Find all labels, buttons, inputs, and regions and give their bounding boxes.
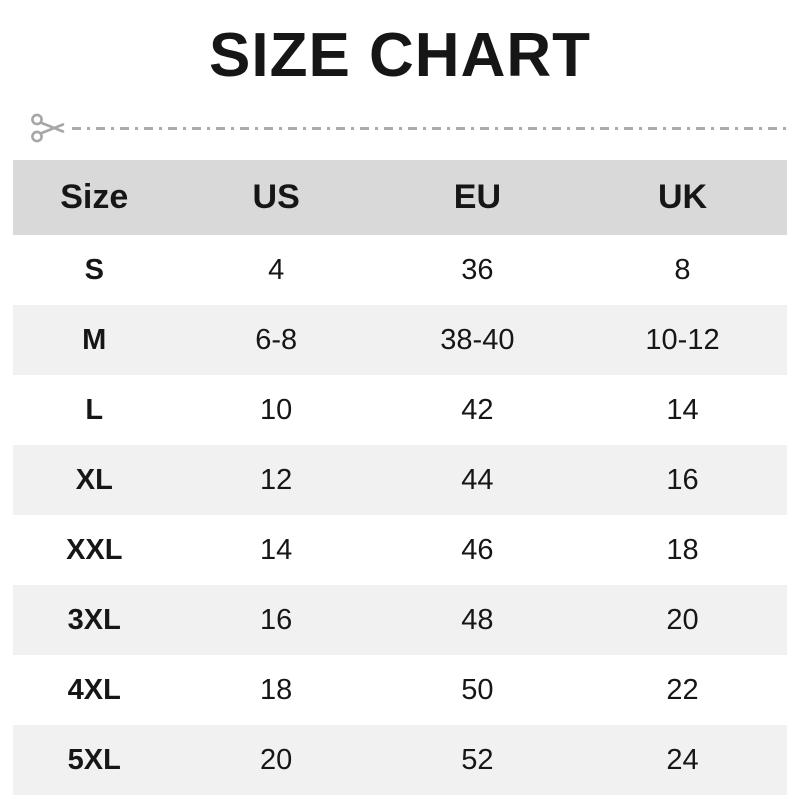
table-header-row: Size US EU UK bbox=[13, 160, 787, 236]
eu-cell: 36 bbox=[461, 253, 494, 286]
table-row-4xl: 4XL 18 50 22 bbox=[13, 655, 787, 725]
eu-cell: 52 bbox=[461, 743, 494, 776]
uk-cell: 16 bbox=[666, 463, 699, 496]
table-row-3xl: 3XL 16 48 20 bbox=[13, 585, 787, 656]
uk-cell: 14 bbox=[666, 393, 699, 426]
uk-cell: 8 bbox=[674, 253, 691, 286]
table-row-l: L 10 42 14 bbox=[13, 375, 787, 445]
size-chart-page: SIZE CHART Size US EU UK S 4 36 bbox=[0, 21, 800, 800]
eu-cell: 48 bbox=[461, 603, 494, 636]
uk-cell: 10-12 bbox=[645, 323, 720, 356]
us-cell: 10 bbox=[260, 393, 293, 426]
table-row-s: S 4 36 8 bbox=[13, 235, 787, 305]
scissors-icon bbox=[31, 114, 65, 143]
us-cell: 18 bbox=[260, 673, 293, 706]
dashed-cut-line bbox=[72, 126, 788, 130]
us-cell: 4 bbox=[268, 253, 285, 286]
us-cell: 6-8 bbox=[255, 323, 298, 356]
us-cell: 12 bbox=[260, 463, 293, 496]
column-header-size: Size bbox=[13, 160, 176, 236]
eu-cell: 42 bbox=[461, 393, 494, 426]
table-row-5xl: 5XL 20 52 24 bbox=[13, 725, 787, 796]
eu-cell: 50 bbox=[461, 673, 494, 706]
size-conversion-table: Size US EU UK S 4 36 8 M 6-8 38-40 10-12… bbox=[13, 160, 787, 796]
page-title: SIZE CHART bbox=[209, 21, 591, 90]
eu-cell: 44 bbox=[461, 463, 494, 496]
uk-cell: 22 bbox=[666, 673, 699, 706]
column-header-us: US bbox=[175, 160, 377, 236]
table-row-xxl: XXL 14 46 18 bbox=[13, 515, 787, 585]
size-cell: XXL bbox=[66, 533, 123, 566]
size-cell: L bbox=[85, 393, 104, 426]
column-header-uk: UK bbox=[578, 160, 787, 236]
size-cell: M bbox=[82, 323, 107, 356]
uk-cell: 20 bbox=[666, 603, 699, 636]
cut-line bbox=[30, 110, 788, 146]
column-header-eu: EU bbox=[376, 160, 578, 236]
us-cell: 16 bbox=[260, 603, 293, 636]
size-cell: 3XL bbox=[67, 603, 121, 636]
size-cell: 4XL bbox=[67, 673, 121, 706]
us-cell: 14 bbox=[260, 533, 293, 566]
eu-cell: 46 bbox=[461, 533, 494, 566]
size-cell: 5XL bbox=[67, 743, 121, 776]
us-cell: 20 bbox=[260, 743, 293, 776]
size-cell: S bbox=[84, 253, 104, 286]
uk-cell: 24 bbox=[666, 743, 699, 776]
table-row-m: M 6-8 38-40 10-12 bbox=[13, 305, 787, 376]
size-cell: XL bbox=[75, 463, 113, 496]
uk-cell: 18 bbox=[666, 533, 699, 566]
eu-cell: 38-40 bbox=[440, 323, 515, 356]
table-row-xl: XL 12 44 16 bbox=[13, 445, 787, 516]
